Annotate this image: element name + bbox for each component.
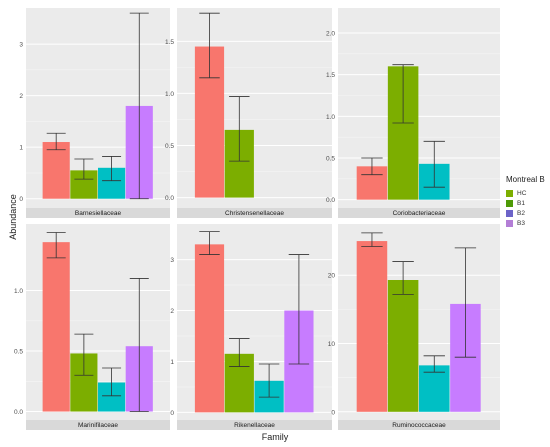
y-tick-label: 0.0	[165, 195, 174, 202]
facet-strip	[338, 420, 500, 430]
legend-item: HC	[506, 188, 550, 198]
legend-swatch	[506, 219, 513, 227]
facet-strip	[26, 208, 170, 218]
y-axis-title: Abundance	[8, 194, 18, 240]
facet-strip	[177, 208, 332, 218]
y-tick-label: 1.0	[326, 114, 335, 121]
y-tick-label: 20	[328, 273, 336, 280]
bar-hc	[194, 244, 225, 413]
y-tick-label: 0.5	[326, 156, 335, 163]
bar-b2	[419, 365, 450, 412]
facet-title: Christensenellaceae	[225, 210, 284, 217]
legend-swatch	[506, 199, 513, 207]
legend-swatch	[506, 209, 513, 217]
y-tick-label: 0.5	[165, 143, 174, 150]
legend-swatch	[506, 189, 513, 197]
facet-strip	[177, 420, 332, 430]
facet-title: Marinifilaceae	[78, 422, 118, 429]
bar-hc	[42, 142, 70, 199]
y-tick-label: 2	[170, 308, 174, 315]
y-tick-label: 0.0	[326, 197, 335, 204]
legend-title: Montreal B	[506, 175, 545, 184]
bar-hc	[356, 241, 388, 412]
x-axis-title: Family	[261, 432, 289, 442]
legend-item: B1	[506, 198, 550, 208]
facet-strip	[338, 208, 500, 218]
legend-label: B1	[517, 199, 525, 207]
y-tick-label: 1	[170, 359, 174, 366]
y-tick-label: 0.0	[14, 409, 23, 416]
y-tick-label: 0	[331, 409, 335, 416]
y-tick-label: 1.5	[326, 72, 335, 79]
legend-item: B2	[506, 208, 550, 218]
y-tick-label: 2	[19, 93, 23, 100]
facet-title: Coriobacteriaceae	[393, 210, 446, 217]
y-tick-label: 10	[328, 341, 336, 348]
legend: Montreal B HC B1 B2 B3	[506, 175, 550, 228]
y-tick-label: 0	[19, 196, 23, 203]
y-tick-label: 1.5	[165, 39, 174, 46]
bar-hc	[42, 242, 70, 412]
y-tick-label: 0.5	[14, 349, 23, 356]
legend-label: HC	[517, 189, 527, 197]
legend-label: B3	[517, 219, 525, 227]
bar-b1	[387, 280, 419, 412]
facet-strip	[26, 420, 170, 430]
y-tick-label: 1.0	[165, 91, 174, 98]
legend-label: B2	[517, 209, 525, 217]
y-tick-label: 0	[170, 410, 174, 417]
y-tick-label: 1	[19, 145, 23, 152]
y-tick-label: 2.0	[326, 31, 335, 38]
facet-title: Ruminococcaceae	[392, 422, 446, 429]
y-tick-label: 3	[170, 257, 174, 264]
legend-item: B3	[506, 218, 550, 228]
y-tick-label: 1.0	[14, 288, 23, 295]
y-tick-label: 3	[19, 42, 23, 49]
facet-title: Barnesiellaceae	[75, 210, 122, 217]
facet-title: Rikenellaceae	[234, 422, 275, 429]
